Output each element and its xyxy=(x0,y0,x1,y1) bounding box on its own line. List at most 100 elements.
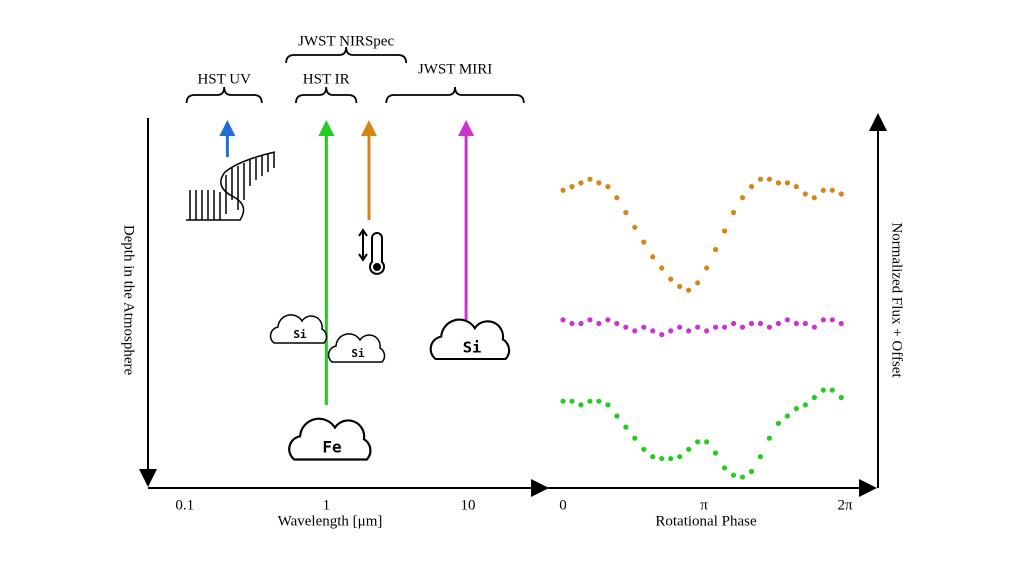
data-point xyxy=(695,280,701,286)
data-point xyxy=(739,195,746,201)
data-point xyxy=(766,324,773,330)
data-point xyxy=(820,317,826,323)
instrument-bracket xyxy=(185,86,263,104)
x-axis-label: Rotational Phase xyxy=(655,513,757,529)
data-point xyxy=(578,180,584,186)
data-point xyxy=(775,420,782,426)
thermometer-icon xyxy=(358,228,385,275)
data-point xyxy=(784,413,791,419)
data-point xyxy=(587,317,593,323)
data-point xyxy=(605,402,611,408)
data-point xyxy=(811,195,817,201)
data-point xyxy=(757,320,764,327)
data-point xyxy=(748,184,755,190)
instrument-label: HST IR xyxy=(303,71,350,87)
data-point xyxy=(605,184,611,190)
data-point xyxy=(677,283,683,290)
data-point xyxy=(793,406,799,412)
data-point xyxy=(829,387,835,393)
cloud-shape xyxy=(429,318,511,361)
instrument-bracket xyxy=(285,46,408,64)
data-point xyxy=(605,317,611,323)
data-point xyxy=(614,413,620,419)
cloud: Si xyxy=(327,333,386,363)
data-point xyxy=(829,187,835,193)
arrow-head xyxy=(219,120,236,136)
instrument-bracket xyxy=(295,86,358,104)
data-point xyxy=(784,180,791,186)
x-axis-label: Wavelength [μm] xyxy=(278,513,383,529)
data-point xyxy=(712,324,719,330)
hatched-profile-icon xyxy=(186,151,276,221)
data-point xyxy=(560,317,566,323)
data-point xyxy=(668,276,674,282)
data-point xyxy=(766,435,773,441)
data-point xyxy=(632,328,638,334)
data-point xyxy=(730,209,737,216)
data-point xyxy=(641,446,647,452)
data-point xyxy=(614,195,620,201)
data-point xyxy=(695,439,701,445)
cloud-shape xyxy=(327,333,386,363)
data-point xyxy=(650,328,656,334)
cloud-label: Si xyxy=(351,347,365,360)
data-point xyxy=(641,239,647,245)
data-point xyxy=(650,454,656,460)
instrument-label: HST UV xyxy=(197,71,251,87)
data-point xyxy=(668,328,674,334)
data-point xyxy=(838,191,844,197)
cloud-label: Si xyxy=(463,338,482,356)
data-point xyxy=(757,176,764,182)
data-point xyxy=(686,287,692,293)
cloud-label: Si xyxy=(293,328,307,341)
data-point xyxy=(632,224,638,230)
data-point xyxy=(739,324,746,330)
data-point xyxy=(614,320,620,327)
data-point xyxy=(721,228,728,234)
cloud: Si xyxy=(269,314,328,344)
data-point xyxy=(739,474,746,480)
x-tick-label: 2π xyxy=(837,497,853,513)
data-point xyxy=(730,320,737,327)
data-point xyxy=(641,324,647,330)
cloud-shape xyxy=(269,314,328,344)
data-point xyxy=(578,320,584,327)
data-point xyxy=(623,209,629,216)
data-point xyxy=(596,398,602,404)
arrow-head xyxy=(318,120,335,136)
data-point xyxy=(596,320,602,327)
data-point xyxy=(838,320,844,327)
data-point xyxy=(793,320,799,327)
data-point xyxy=(650,254,656,260)
data-point xyxy=(838,394,844,401)
data-point xyxy=(775,320,782,327)
data-point xyxy=(587,398,593,404)
data-point xyxy=(775,180,782,186)
data-point xyxy=(704,328,710,334)
data-point xyxy=(587,176,593,182)
data-point xyxy=(569,398,575,404)
data-point xyxy=(766,176,773,182)
data-point xyxy=(793,184,799,190)
data-point xyxy=(712,450,719,456)
data-point xyxy=(659,265,665,271)
data-point xyxy=(677,454,683,460)
x-tick-label: π xyxy=(700,497,708,513)
data-point xyxy=(560,398,566,404)
data-point xyxy=(677,324,683,330)
data-point xyxy=(712,246,719,253)
data-point xyxy=(820,187,826,193)
data-point xyxy=(569,184,575,190)
data-point xyxy=(686,446,692,452)
instrument-bracket xyxy=(385,86,525,104)
data-point xyxy=(623,424,629,430)
data-point xyxy=(686,328,692,334)
data-point xyxy=(784,317,791,323)
x-tick-label: 10 xyxy=(460,497,475,513)
cloud-shape xyxy=(288,417,372,461)
data-point xyxy=(596,180,602,186)
instrument-label: JWST MIRI xyxy=(418,61,492,77)
x-tick-label: 1 xyxy=(323,497,331,513)
data-point xyxy=(721,465,728,471)
data-point xyxy=(802,191,808,197)
